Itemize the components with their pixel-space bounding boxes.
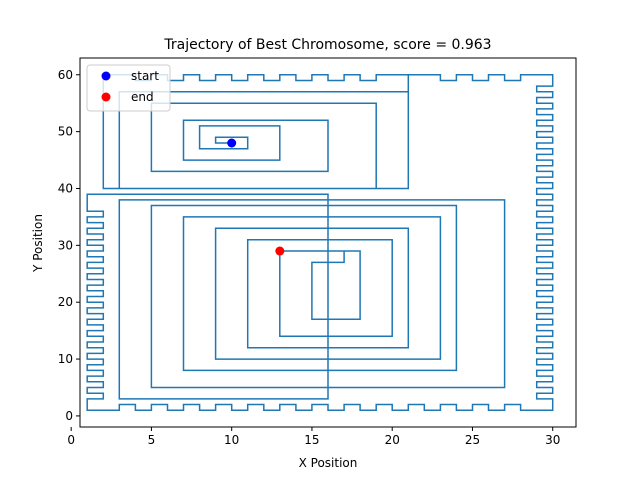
end-point bbox=[275, 246, 285, 256]
trajectory-line-0 bbox=[86, 74, 554, 411]
x-tick-label: 5 bbox=[148, 433, 156, 447]
start-point bbox=[227, 138, 237, 148]
y-tick-label: 0 bbox=[65, 409, 73, 423]
y-tick-label: 30 bbox=[58, 238, 73, 252]
y-axis-ticks: 0 10 20 30 40 50 60 bbox=[58, 68, 80, 423]
y-tick-label: 50 bbox=[58, 125, 73, 139]
legend-start-marker bbox=[101, 71, 111, 81]
marker-layer bbox=[227, 138, 285, 256]
chart-title: Trajectory of Best Chromosome, score = 0… bbox=[163, 37, 491, 53]
y-tick-label: 60 bbox=[58, 68, 73, 82]
legend-end-label: end bbox=[131, 90, 154, 104]
plot-area bbox=[86, 74, 554, 411]
x-tick-label: 10 bbox=[224, 433, 239, 447]
y-tick-label: 20 bbox=[58, 295, 73, 309]
y-tick-label: 10 bbox=[58, 352, 73, 366]
x-tick-label: 20 bbox=[385, 433, 400, 447]
legend-end-marker bbox=[101, 92, 111, 102]
x-axis-ticks: 0 5 10 15 20 25 30 bbox=[67, 427, 560, 447]
x-tick-label: 0 bbox=[67, 433, 75, 447]
y-axis-label: Y Position bbox=[31, 214, 45, 273]
x-tick-label: 30 bbox=[545, 433, 560, 447]
x-tick-label: 15 bbox=[304, 433, 319, 447]
y-tick-label: 40 bbox=[58, 181, 73, 195]
x-axis-label: X Position bbox=[299, 456, 358, 470]
series-layer bbox=[86, 74, 554, 411]
legend-start-label: start bbox=[131, 69, 159, 83]
legend: start end bbox=[86, 64, 171, 112]
x-tick-label: 25 bbox=[465, 433, 480, 447]
axes-frame bbox=[79, 57, 577, 428]
